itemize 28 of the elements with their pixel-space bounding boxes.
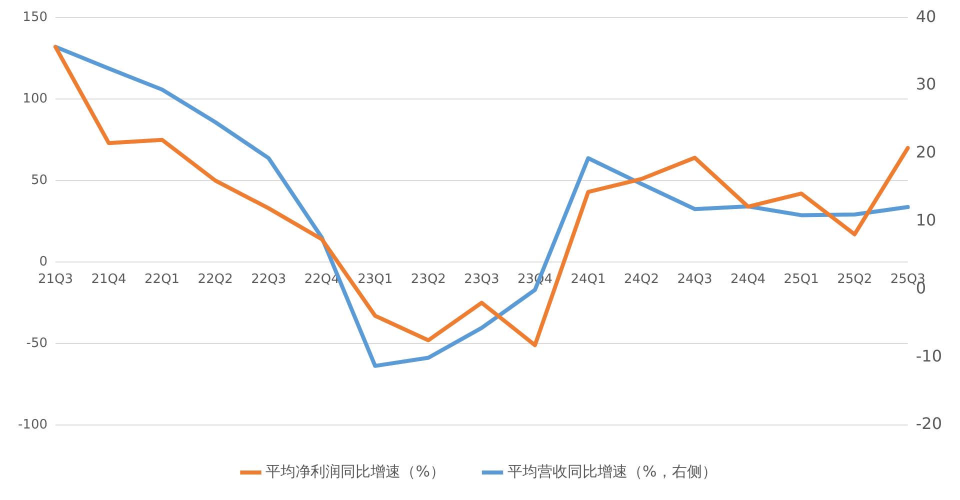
x-tick-label: 25Q2 <box>837 272 872 288</box>
x-tick-label: 23Q3 <box>464 272 500 288</box>
y-tick-label: 150 <box>22 10 48 25</box>
x-tick-label: 24Q4 <box>730 272 766 288</box>
x-tick-label: 21Q3 <box>38 272 74 288</box>
x-tick-label: 23Q1 <box>358 272 393 288</box>
y-tick-label: 50 <box>30 172 48 188</box>
x-tick-label: 22Q1 <box>144 272 180 288</box>
x-tick-label: 24Q3 <box>677 272 712 288</box>
x-tick-label: 25Q1 <box>784 272 819 288</box>
y2-tick-label: -20 <box>916 414 942 434</box>
legend-label: 平均营收同比增速（%，右侧） <box>508 462 717 480</box>
x-tick-label: 21Q4 <box>91 272 126 288</box>
y2-tick-label: 30 <box>916 74 936 94</box>
y2-tick-label: 20 <box>916 142 936 162</box>
x-tick-label: 23Q2 <box>410 272 446 288</box>
y-tick-label: 100 <box>22 91 48 106</box>
y-tick-label: -100 <box>18 417 48 432</box>
y2-tick-label: 10 <box>916 210 936 230</box>
y-tick-label: 0 <box>39 254 48 270</box>
x-tick-label: 24Q2 <box>624 272 660 288</box>
x-tick-label: 22Q3 <box>251 272 286 288</box>
y2-tick-label: -10 <box>916 346 942 366</box>
y-tick-label: -50 <box>26 336 48 351</box>
y2-tick-label: 40 <box>916 6 936 26</box>
legend-label: 平均净利润同比增速（%） <box>266 462 446 480</box>
x-tick-label: 24Q1 <box>570 272 606 288</box>
x-tick-label: 22Q2 <box>198 272 233 288</box>
